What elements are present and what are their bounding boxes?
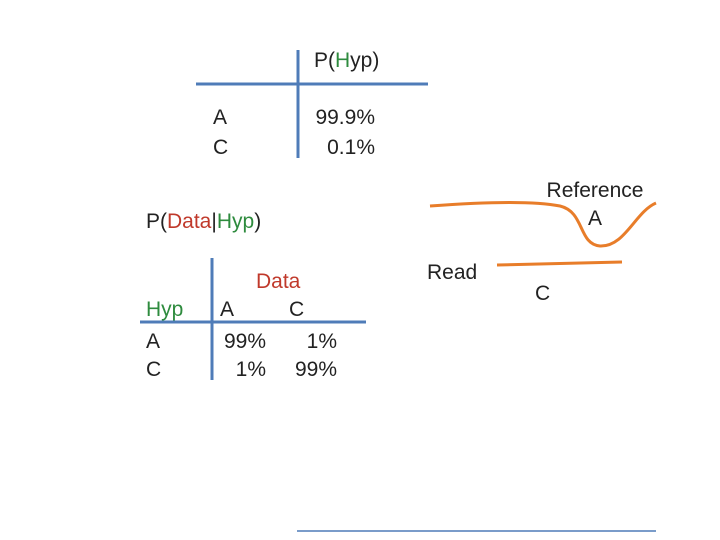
read-base: C bbox=[535, 282, 551, 305]
row-base-a: A bbox=[146, 330, 161, 353]
row-base-c: C bbox=[146, 358, 162, 381]
read-strand bbox=[496, 260, 623, 267]
prior-prob-c: 0.1% bbox=[327, 136, 375, 159]
data-header: Data bbox=[256, 270, 301, 293]
col-header-a: A bbox=[220, 298, 235, 321]
col-header-c: C bbox=[289, 298, 305, 321]
prior-title: P(Hyp) bbox=[314, 49, 380, 72]
prior-prob-a: 99.9% bbox=[315, 106, 375, 129]
cell-a-a: 99% bbox=[223, 330, 266, 353]
reference-base: A bbox=[587, 207, 602, 230]
cell-a-c: 1% bbox=[306, 330, 337, 353]
hyp-header: Hyp bbox=[146, 298, 184, 321]
reference-label: Reference bbox=[546, 179, 644, 202]
reference-strand bbox=[429, 201, 657, 248]
cell-c-c: 99% bbox=[294, 358, 337, 381]
likelihood-title: P(Data|Hyp) bbox=[146, 210, 262, 233]
prior-base-c: C bbox=[213, 136, 229, 159]
read-label: Read bbox=[427, 261, 478, 284]
cell-c-a: 1% bbox=[235, 358, 266, 381]
prior-base-a: A bbox=[213, 106, 228, 129]
